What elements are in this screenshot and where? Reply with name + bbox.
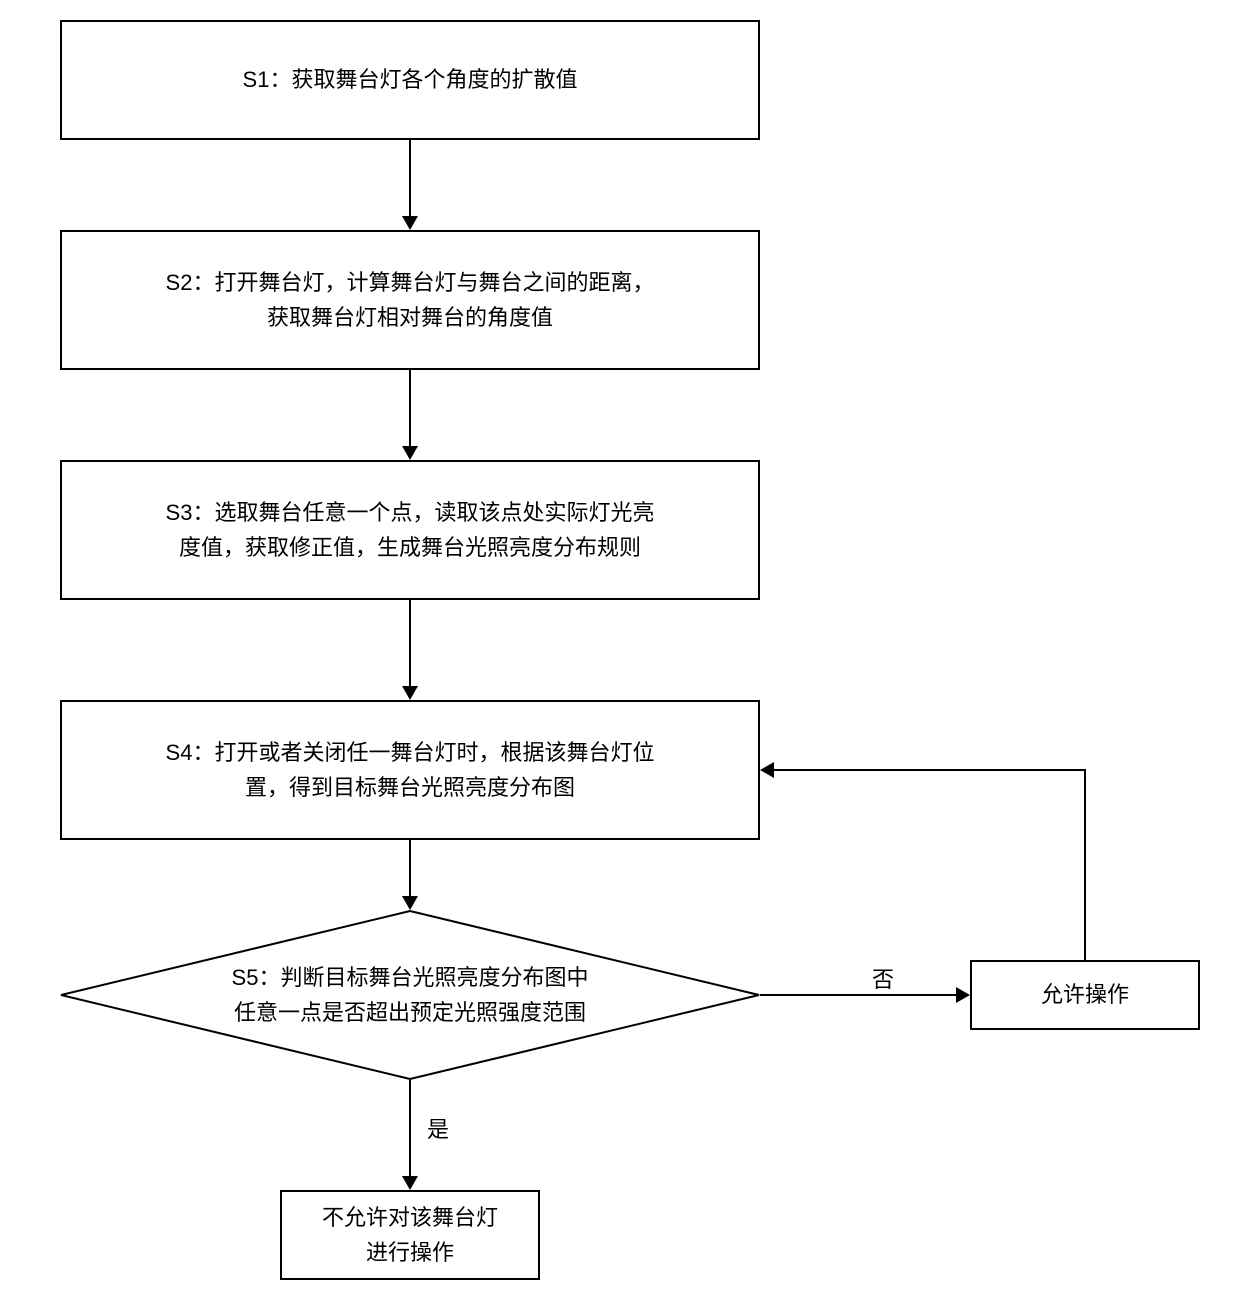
edge-allow-s4-h [774,769,1086,771]
edge-s3-s4 [409,600,411,686]
node-s1: S1：获取舞台灯各个角度的扩散值 [60,20,760,140]
node-s4: S4：打开或者关闭任一舞台灯时，根据该舞台灯位 置，得到目标舞台光照亮度分布图 [60,700,760,840]
edge-s5-disallow-v [409,1080,411,1176]
edge-label-no: 否 [870,962,896,994]
edge-s2-s3 [409,370,411,446]
node-s3-text: S3：选取舞台任意一个点，读取该点处实际灯光亮 度值，获取修正值，生成舞台光照亮… [166,495,655,565]
edge-s5-allow-head [956,987,970,1003]
node-s5-text: S5：判断目标舞台光照亮度分布图中 任意一点是否超出预定光照强度范围 [232,960,589,1030]
edge-label-yes-text: 是 [427,1117,449,1142]
node-s2-text: S2：打开舞台灯，计算舞台灯与舞台之间的距离， 获取舞台灯相对舞台的角度值 [166,265,655,335]
edge-label-yes: 是 [425,1112,451,1144]
node-allow: 允许操作 [970,960,1200,1030]
edge-s4-s5-head [402,896,418,910]
edge-s2-s3-head [402,446,418,460]
edge-s3-s4-head [402,686,418,700]
edge-allow-s4-v [1084,769,1086,960]
node-disallow: 不允许对该舞台灯 进行操作 [280,1190,540,1280]
node-s2: S2：打开舞台灯，计算舞台灯与舞台之间的距离， 获取舞台灯相对舞台的角度值 [60,230,760,370]
edge-s1-s2 [409,140,411,216]
node-s5: S5：判断目标舞台光照亮度分布图中 任意一点是否超出预定光照强度范围 [60,910,760,1080]
edge-s4-s5 [409,840,411,896]
edge-s5-disallow-head [402,1176,418,1190]
node-allow-text: 允许操作 [1041,977,1129,1012]
node-s1-text: S1：获取舞台灯各个角度的扩散值 [243,62,578,97]
edge-label-no-text: 否 [872,967,894,992]
edge-s5-allow-h [760,994,956,996]
edge-allow-s4-head [760,762,774,778]
node-disallow-text: 不允许对该舞台灯 进行操作 [322,1200,498,1270]
node-s3: S3：选取舞台任意一个点，读取该点处实际灯光亮 度值，获取修正值，生成舞台光照亮… [60,460,760,600]
edge-s1-s2-head [402,216,418,230]
node-s5-text-wrap: S5：判断目标舞台光照亮度分布图中 任意一点是否超出预定光照强度范围 [60,910,760,1080]
node-s4-text: S4：打开或者关闭任一舞台灯时，根据该舞台灯位 置，得到目标舞台光照亮度分布图 [166,735,655,805]
